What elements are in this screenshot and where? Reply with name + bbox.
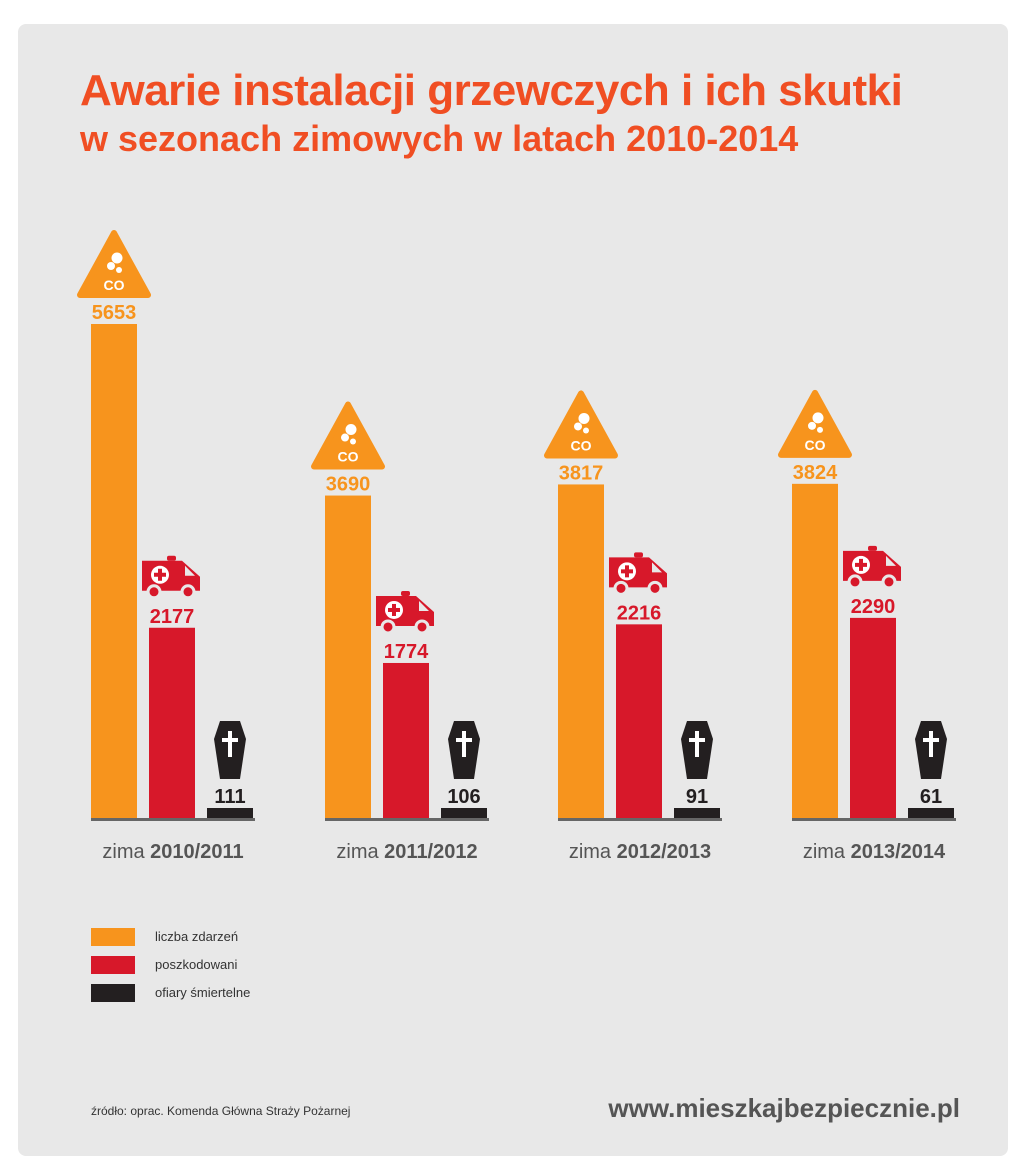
co-warning-icon-1: CO (311, 401, 385, 470)
baseline-1 (325, 818, 489, 821)
ambulance-icon-2 (609, 552, 667, 596)
data-label-2-0: 111 (214, 786, 245, 808)
data-label-2-3: 61 (920, 786, 942, 808)
bar-1-2 (616, 624, 662, 818)
data-label-1-0: 2177 (150, 606, 195, 628)
bar-1-3 (850, 617, 896, 818)
bar-0-2 (558, 484, 604, 818)
data-label-2-1: 106 (447, 786, 480, 808)
baseline-3 (792, 818, 956, 821)
svg-text:CO: CO (104, 277, 125, 293)
bar-0-1 (325, 495, 371, 818)
source-note: źródło: oprac. Komenda Główna Straży Poż… (91, 1104, 351, 1118)
category-label-3: zima 2013/2014 (803, 841, 946, 863)
data-label-0-3: 3824 (793, 462, 838, 484)
ambulance-icon-1 (376, 590, 434, 635)
data-label-1-3: 2290 (851, 596, 896, 618)
data-label-0-2: 3817 (559, 462, 604, 484)
legend-label-fatalities: ofiary śmiertelne (155, 985, 251, 1000)
legend-label-events: liczba zdarzeń (155, 929, 239, 944)
baseline-0 (91, 818, 255, 821)
bar-0-3 (792, 483, 838, 818)
legend-swatch-injured (91, 956, 135, 974)
co-warning-icon-2: CO (544, 390, 618, 459)
data-label-1-2: 2216 (617, 602, 662, 624)
data-label-2-2: 91 (686, 786, 708, 808)
svg-text:CO: CO (571, 437, 592, 453)
svg-text:CO: CO (338, 449, 359, 465)
coffin-icon-3 (915, 721, 947, 779)
data-label-0-1: 3690 (326, 474, 371, 496)
co-warning-icon-0: CO (77, 230, 151, 298)
coffin-icon-1 (448, 721, 480, 779)
bar-1-1 (383, 662, 429, 818)
coffin-icon-0 (214, 721, 246, 779)
co-warning-icon-3: CO (778, 389, 852, 458)
legend-label-injured: poszkodowani (155, 957, 238, 972)
ambulance-icon-3 (843, 545, 901, 590)
data-label-0-0: 5653 (92, 302, 137, 324)
website-link[interactable]: www.mieszkajbezpiecznie.pl (608, 1093, 960, 1123)
chart-title: Awarie instalacji grzewczych i ich skutk… (80, 66, 903, 115)
bar-2-1 (441, 808, 487, 818)
category-label-2: zima 2012/2013 (569, 841, 711, 863)
bar-2-2 (674, 808, 720, 818)
bar-2-3 (908, 808, 954, 818)
svg-text:CO: CO (805, 437, 826, 453)
legend-swatch-events (91, 928, 135, 946)
ambulance-icon-0 (142, 555, 200, 600)
baseline-2 (558, 818, 722, 821)
bar-0-0 (91, 324, 137, 818)
bar-2-0 (207, 808, 253, 818)
category-label-0: zima 2010/2011 (102, 841, 243, 863)
data-label-1-1: 1774 (384, 641, 429, 663)
category-label-1: zima 2011/2012 (336, 841, 477, 863)
chart-subtitle: w sezonach zimowych w latach 2010-2014 (80, 118, 799, 159)
coffin-icon-2 (681, 721, 713, 779)
legend-swatch-fatalities (91, 984, 135, 1002)
bar-1-0 (149, 627, 195, 818)
